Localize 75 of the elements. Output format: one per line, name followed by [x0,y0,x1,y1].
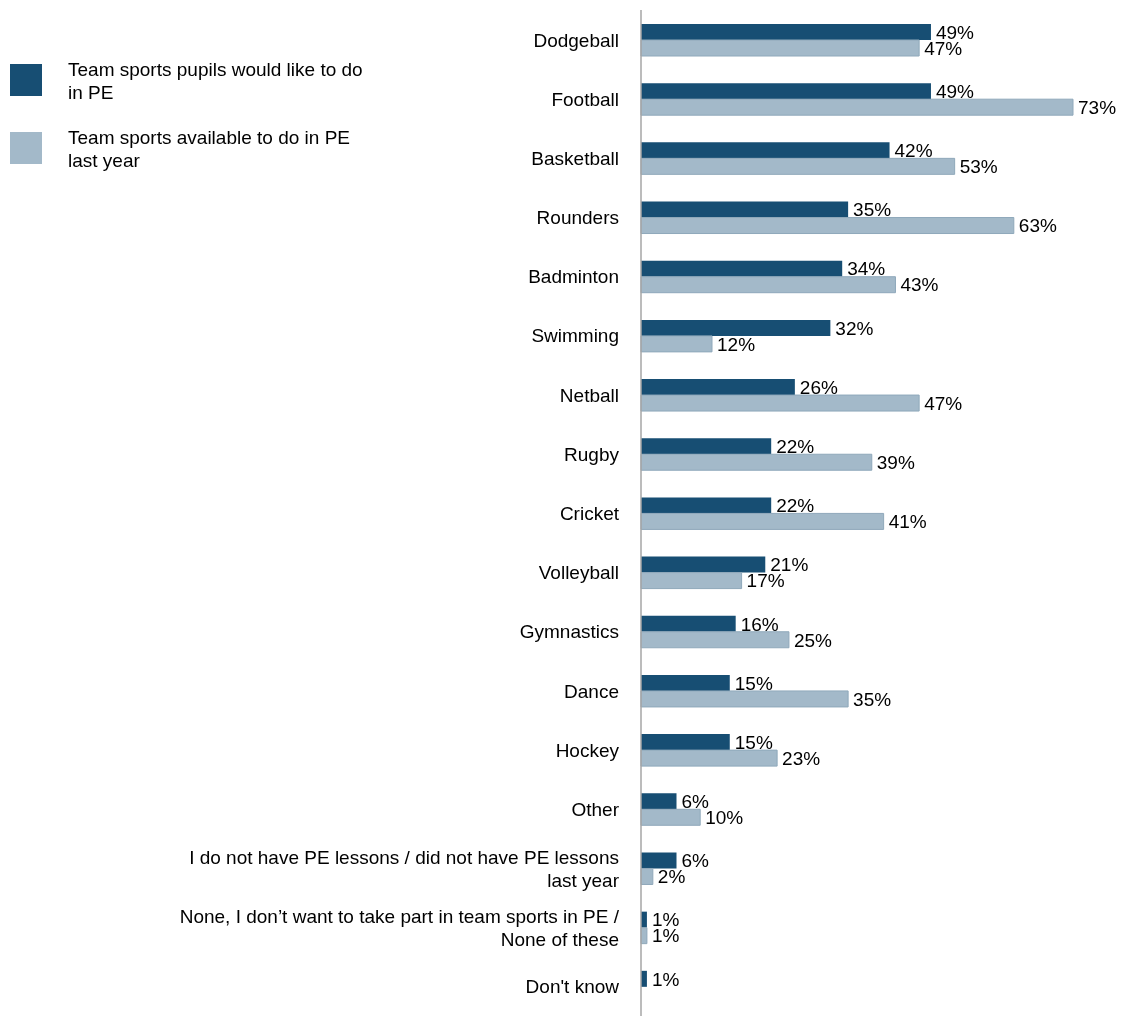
bar [640,39,920,57]
data-label: 47% [924,392,963,414]
data-label: 16% [740,613,779,635]
bar [641,24,931,40]
bar [641,734,730,751]
bar [641,379,795,396]
y-tick-label: Cricket [559,502,620,524]
data-label: 53% [959,156,998,178]
y-tick-label: I do not have PE lessons / did not have PE lessons last year [189,846,620,891]
data-label: 32% [835,317,874,339]
bar [640,98,1074,116]
y-tick-label: Badminton [528,265,619,287]
y-tick-label: Gymnastics [519,620,619,642]
y-tick-label: Hockey [555,739,620,761]
bar [641,615,736,632]
bar [640,572,743,590]
data-label: 42% [894,140,933,162]
bar [641,793,677,810]
data-label: 12% [717,333,756,355]
y-tick-label: Rugby [564,443,620,465]
y-tick-label: Netball [559,384,619,406]
y-tick-label: Rounders [536,206,619,228]
data-label: 25% [793,629,833,651]
data-label: 34% [847,258,886,280]
y-tick-label: Dodgeball [533,29,619,51]
data-label: 63% [1018,215,1057,237]
bar [641,497,772,514]
legend-label: Team sports pupils would like to do in PE [68,58,364,104]
y-tick-label: Dance [564,680,619,702]
bar [640,217,1015,235]
bar [641,674,730,691]
data-label: 23% [782,747,821,769]
bar [641,556,766,573]
bar [640,512,885,530]
bar [640,157,956,175]
data-label: 10% [705,807,744,829]
y-tick-label: Basketball [531,147,619,169]
bar [641,319,831,336]
data-label: 22% [776,495,815,517]
data-label: 15% [734,672,773,694]
y-tick-label: Other [571,798,620,820]
y-tick-label: Don't know [525,975,620,997]
data-label: 49% [935,80,975,102]
bar [640,453,873,471]
bar [640,276,896,294]
y-tick-label: None, I don’t want to take part in team sports in PE / None of these [179,905,620,950]
data-label: 22% [776,435,815,457]
bar [641,83,931,100]
bar [640,394,920,412]
data-label: 1% [651,925,680,947]
legend-label: Team sports available to do in PE last year [68,126,351,172]
data-label: 35% [853,199,892,221]
bar [640,631,790,649]
bar [641,852,677,869]
bar [641,201,849,218]
data-label: 43% [900,274,939,296]
bar [641,260,843,277]
y-tick-label: Volleyball [538,561,619,583]
bar [640,808,701,826]
data-label: 26% [799,376,838,398]
bar [640,690,849,708]
data-label: 17% [746,570,785,592]
data-label: 41% [888,511,927,533]
bar [641,438,772,455]
bar [640,335,713,353]
data-label: 39% [876,451,915,473]
bar [641,142,890,159]
y-tick-label: Swimming [531,324,619,346]
data-label: 35% [853,688,892,710]
data-label: 73% [1078,96,1117,118]
data-label: 1% [651,968,680,990]
bar [640,749,778,767]
data-label: 49% [935,21,975,43]
y-tick-label: Football [551,88,619,110]
data-label: 15% [734,731,773,753]
